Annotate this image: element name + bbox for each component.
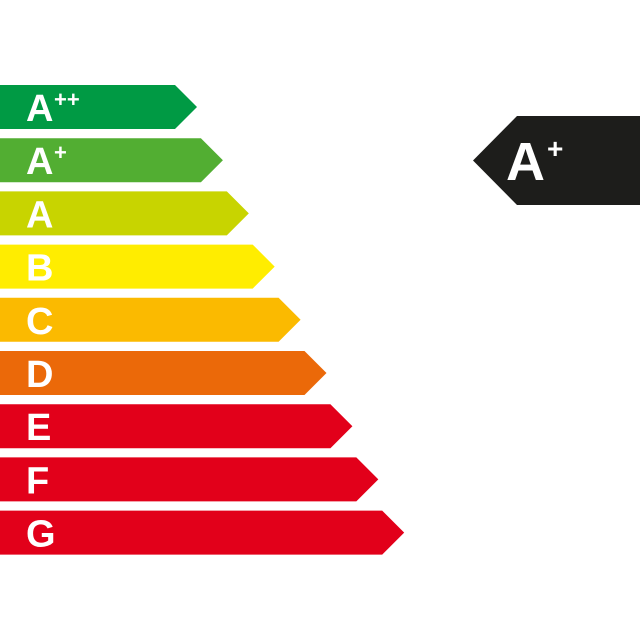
energy-class-bar: E [0, 404, 353, 449]
badge-arrow [473, 116, 640, 205]
class-letter: B [26, 248, 53, 290]
energy-class-bar: C [0, 297, 301, 343]
class-letter: A [26, 88, 53, 130]
class-letter: F [26, 460, 49, 502]
class-letter: C [26, 301, 53, 343]
class-superscript: ++ [54, 87, 80, 112]
class-superscript: + [54, 140, 67, 165]
class-letter: A [26, 194, 53, 236]
arrow-bar [0, 351, 327, 395]
arrow-bar [0, 510, 405, 555]
arrow-bar [0, 404, 353, 449]
arrow-bar [0, 138, 223, 183]
class-letter: G [26, 514, 56, 556]
arrow-bar [0, 244, 275, 289]
energy-class-bar: A ++ [0, 85, 197, 130]
rating-badge: A + [473, 116, 640, 205]
class-letter: E [26, 407, 51, 449]
energy-class-bar: D [0, 351, 327, 396]
rating-letter: A [506, 132, 545, 192]
energy-class-bar: G [0, 510, 405, 556]
energy-class-bar: F [0, 457, 379, 502]
arrow-bar [0, 85, 197, 129]
class-letter: A [26, 141, 53, 183]
energy-class-bar: B [0, 244, 275, 290]
class-letter: D [26, 354, 53, 396]
energy-class-bar: A [0, 191, 249, 236]
energy-class-bar: A + [0, 138, 223, 183]
arrow-bar [0, 191, 249, 236]
arrow-bar [0, 457, 379, 502]
rating-superscript: + [547, 133, 563, 164]
arrow-bar [0, 297, 301, 342]
